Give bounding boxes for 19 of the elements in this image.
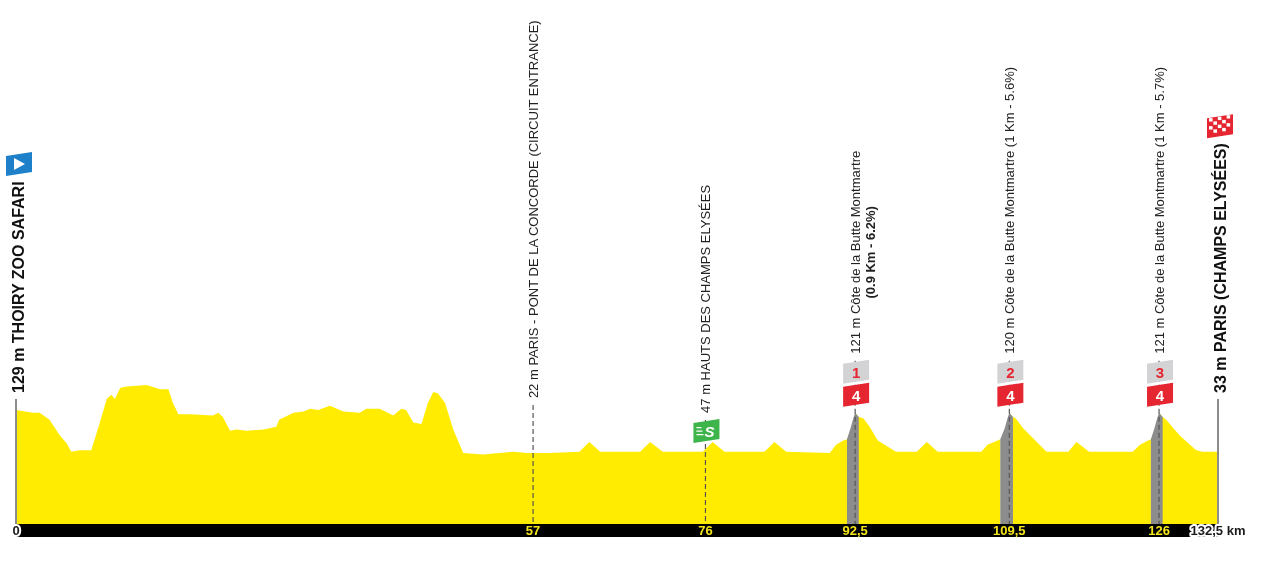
annotation: 4 <box>1155 387 1165 405</box>
ref-line-label: 22 m PARIS - PONT DE LA CONCORDE (CIRCUIT ENTRANCE) <box>525 20 541 399</box>
ref-line-label: 121 m Côte de la Butte Montmartre (1 Km - 5.7%) <box>1151 66 1167 354</box>
ref-line-label: 121 m Côte de la Butte Montmartre (0.9 Km - 6.2%) <box>847 150 878 354</box>
annotation: 4 <box>851 387 861 405</box>
x-tick-label: 57 <box>525 523 541 538</box>
x-tick-label: 92,5 <box>842 523 868 538</box>
annotation: 4 <box>1006 387 1016 405</box>
ref-line-label: 47 m HAUTS DES CHAMPS ELYSÉES <box>697 184 713 413</box>
annotation: 1 <box>851 364 861 382</box>
x-tick-label: 109,5 <box>993 523 1026 538</box>
ref-line-label: 33 m PARIS (CHAMPS ELYSÉES) <box>1210 143 1229 393</box>
ref-line-label: 120 m Côte de la Butte Montmartre (1 Km - 5.6%) <box>1001 66 1017 354</box>
annotation: 3 <box>1155 364 1165 382</box>
ref-line-label: 129 m THOIRY ZOO SAFARI <box>9 181 27 393</box>
x-tick-label: 126 <box>1148 523 1170 538</box>
x-tick-label: 76 <box>698 523 713 538</box>
annotation: 2 <box>1006 364 1015 382</box>
annotation: S <box>704 423 715 441</box>
